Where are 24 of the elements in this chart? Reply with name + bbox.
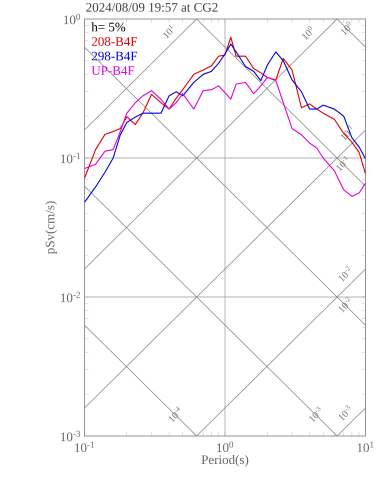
annotation: 10$^{-4}$ bbox=[169, 406, 180, 422]
annotation: 10$^{-3}$ bbox=[310, 406, 321, 422]
text: 208-B4F bbox=[92, 37, 138, 46]
series-label: UP-B4F bbox=[92, 66, 134, 75]
annotation: 10$^{-2}$ bbox=[338, 266, 351, 282]
x-axis-title: Period(s) bbox=[202, 454, 249, 467]
annotation: 10$^{-1}$ bbox=[341, 125, 353, 141]
x-tick-label: 10$^{0}$ bbox=[217, 442, 234, 452]
annotation: 10$^{-1}$ bbox=[336, 156, 348, 172]
annotation: 10$^{-3}$ bbox=[338, 405, 350, 421]
x-tick-label: 10$^{1}$ bbox=[358, 442, 374, 452]
y-tick-label: 10$^{0}$ bbox=[64, 14, 80, 24]
x-tick-label: 10$^{-1}$ bbox=[75, 442, 94, 452]
y-axis-title: pSv(cm/s) bbox=[45, 201, 58, 254]
annotation: h= 5% bbox=[92, 22, 126, 32]
y-tick-label: 10$^{-3}$ bbox=[61, 430, 80, 442]
annotation: 10$^{-2}$ bbox=[338, 297, 351, 313]
annotation: 10$^{0}$ bbox=[302, 26, 312, 40]
chart-title: 2024/08/09 19:57 at CG2 bbox=[86, 2, 218, 12]
y-tick-label: 10$^{-2}$ bbox=[61, 292, 80, 302]
text: 298-B4F bbox=[92, 52, 138, 60]
annotation: 10$^{0}$ bbox=[341, 21, 351, 36]
y-tick-label: 10$^{-1}$ bbox=[61, 152, 80, 164]
annotation: 10$^{1}$ bbox=[163, 24, 174, 39]
